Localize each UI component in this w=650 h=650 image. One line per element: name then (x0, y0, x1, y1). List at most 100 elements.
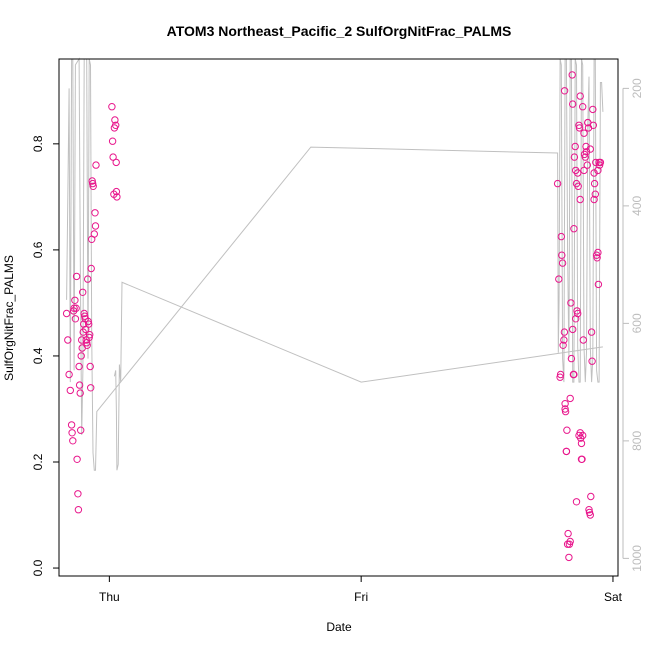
data-point (561, 405, 569, 413)
data-point (66, 386, 75, 395)
data-point (91, 222, 100, 230)
data-point (89, 179, 97, 188)
data-point (562, 447, 571, 456)
data-point (574, 182, 582, 191)
y2-tick-label: 600 (630, 313, 644, 333)
data-point (569, 325, 577, 334)
data-point (588, 357, 596, 365)
data-point (558, 251, 566, 259)
data-point (576, 92, 584, 100)
data-point (591, 190, 599, 198)
data-point (108, 103, 116, 111)
data-point (70, 304, 78, 312)
data-point (580, 129, 588, 137)
data-point (92, 161, 100, 169)
data-point (87, 264, 95, 273)
data-point (572, 498, 581, 506)
data-point (570, 225, 578, 233)
x-axis-label: Date (326, 620, 352, 634)
data-point (86, 331, 94, 339)
data-point (85, 333, 93, 342)
altitude-trace-secondary (113, 281, 603, 471)
y-axis: 0.0 0.2 0.4 0.6 0.8 (31, 135, 59, 576)
data-point (579, 103, 587, 111)
y2-tick-label: 400 (630, 196, 644, 216)
data-point (111, 116, 119, 124)
data-point (581, 153, 589, 161)
data-point (594, 166, 602, 175)
data-point (73, 455, 81, 463)
y-tick-label: 0.4 (31, 347, 45, 364)
data-point (72, 272, 81, 281)
data-point (564, 529, 572, 538)
data-point (553, 179, 562, 188)
data-point (75, 362, 83, 371)
x-tick-label: Sat (604, 590, 623, 604)
data-point (585, 506, 593, 514)
data-point (569, 100, 577, 108)
data-point (570, 370, 578, 379)
y-tick-label: 0.2 (31, 453, 45, 470)
data-point (572, 315, 580, 323)
data-point (590, 195, 598, 204)
data-point (556, 370, 565, 379)
data-point (579, 431, 587, 440)
data-point (74, 490, 82, 498)
data-point (62, 309, 71, 318)
data-point (85, 320, 93, 328)
data-point (575, 431, 583, 440)
data-point (65, 370, 73, 379)
data-point (577, 439, 586, 448)
data-point (576, 195, 584, 204)
plot-frame (58, 58, 619, 577)
data-point (566, 394, 574, 403)
data-point (81, 312, 89, 320)
y2-tick-label: 1000 (630, 545, 644, 572)
data-point (566, 537, 574, 546)
data-point (74, 506, 83, 514)
data-point (69, 437, 77, 445)
data-point (558, 259, 567, 267)
data-point (90, 230, 99, 238)
data-point (88, 177, 96, 185)
data-point (86, 362, 94, 371)
data-point (561, 400, 569, 408)
y2-tick-label: 200 (630, 78, 644, 98)
data-point (76, 389, 84, 397)
data-point (108, 137, 117, 145)
data-point (587, 492, 595, 501)
data-point (71, 296, 79, 304)
x-tick-label: Thu (99, 590, 120, 604)
data-point (565, 553, 573, 562)
y-axis-label: SulfOrgNitFrac_PALMS (2, 255, 16, 381)
data-point (594, 248, 602, 257)
data-point (79, 288, 87, 296)
data-point (596, 158, 605, 167)
data-point (583, 161, 591, 169)
data-point (71, 315, 80, 323)
data-point (580, 166, 588, 175)
y2-axis: 200 400 600 800 1000 (622, 78, 644, 572)
data-point (77, 426, 85, 434)
data-point (112, 121, 120, 130)
data-point (586, 511, 594, 519)
x-tick-label: Fri (354, 590, 368, 604)
data-point (77, 352, 85, 360)
data-point (589, 105, 597, 114)
x-axis: Thu Fri Sat (99, 576, 623, 604)
data-point (91, 209, 99, 217)
data-point (560, 336, 568, 344)
chart-title: ATOM3 Northeast_Pacific_2 SulfOrgNitFrac… (167, 23, 512, 39)
data-point (570, 153, 579, 161)
data-point (567, 354, 576, 363)
data-point (574, 169, 582, 177)
y-tick-label: 0.8 (31, 135, 45, 152)
data-point (594, 280, 603, 289)
plot-area (62, 57, 605, 562)
data-point (83, 341, 91, 349)
data-point (75, 381, 84, 389)
data-point (560, 328, 569, 336)
y2-tick-label: 800 (630, 431, 644, 451)
